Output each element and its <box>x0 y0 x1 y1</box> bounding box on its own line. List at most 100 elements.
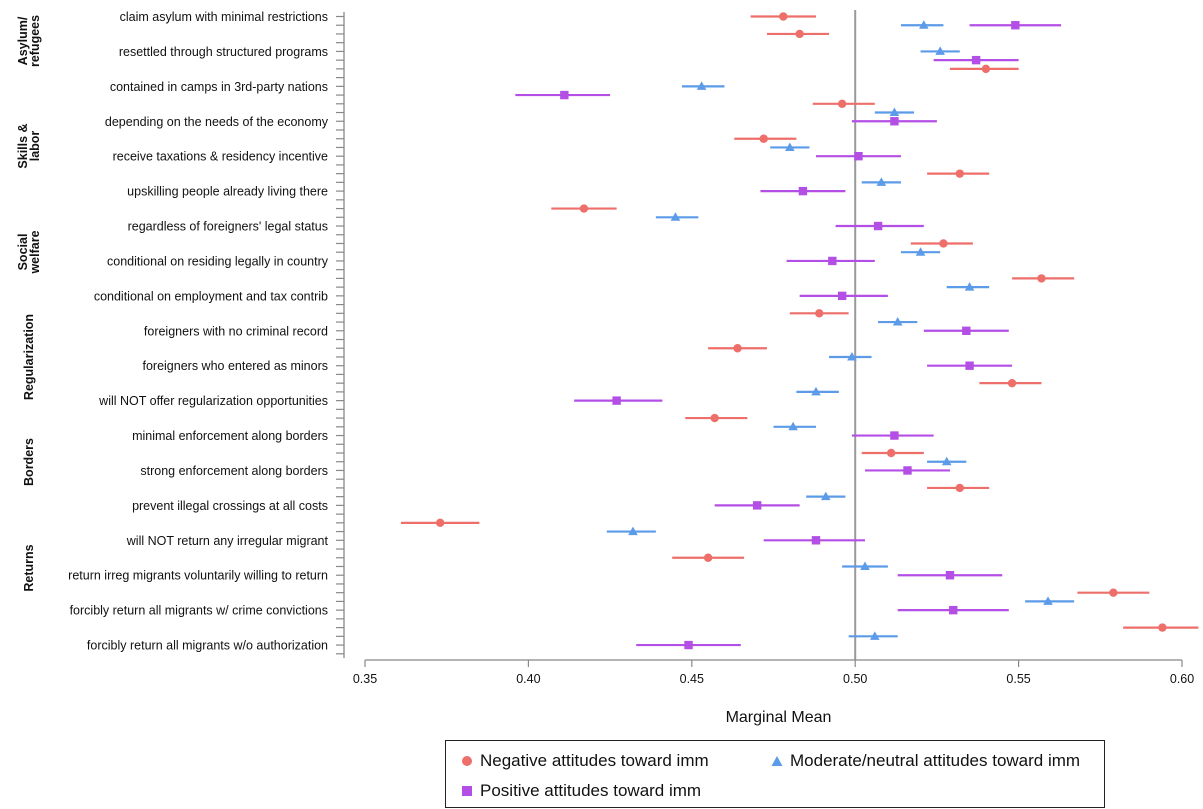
data-point-square <box>890 117 899 126</box>
data-point-circle <box>703 553 713 562</box>
data-point-circle <box>1109 588 1118 597</box>
group-label: Skills &labor <box>16 123 42 168</box>
x-tick-label: 0.45 <box>680 672 704 686</box>
data-point-circle <box>815 309 824 318</box>
data-point-square <box>811 536 821 545</box>
row-label: prevent illegal crossings at all costs <box>132 499 328 513</box>
row-label: regardless of foreigners' legal status <box>128 220 328 234</box>
legend-item-positive: Positive attitudes toward imm <box>454 781 701 801</box>
legend-item-negative: Negative attitudes toward imm <box>454 751 709 771</box>
data-point-circle <box>579 204 589 213</box>
data-point-square <box>945 571 955 580</box>
data-point-square <box>890 431 899 440</box>
data-point-triangle <box>628 526 638 536</box>
group-label: Returns <box>22 544 36 591</box>
data-point-circle <box>759 134 768 143</box>
data-point-circle <box>779 12 788 21</box>
data-point-triangle <box>892 317 903 326</box>
data-point-triangle <box>670 212 681 221</box>
data-point-circle <box>733 344 742 353</box>
row-label: will NOT return any irregular migrant <box>126 534 329 548</box>
row-label: contained in camps in 3rd-party nations <box>110 80 328 94</box>
row-label: conditional on employment and tax contri… <box>94 289 328 303</box>
data-point-square <box>962 326 971 335</box>
data-point-circle <box>1037 274 1046 283</box>
legend: Negative attitudes toward imm Moderate/n… <box>445 740 1105 808</box>
group-label: Regularization <box>22 314 36 400</box>
data-point-square <box>965 361 974 370</box>
data-point-triangle <box>935 46 945 55</box>
row-label: depending on the needs of the economy <box>105 115 329 129</box>
data-point-circle <box>1158 623 1167 632</box>
legend-item-moderate: Moderate/neutral attitudes toward imm <box>764 751 1080 771</box>
row-label: forcibly return all migrants w/o authori… <box>87 639 328 653</box>
legend-label-negative: Negative attitudes toward imm <box>480 751 709 770</box>
x-tick-label: 0.35 <box>353 672 377 686</box>
data-point-circle <box>1007 378 1017 388</box>
data-point-square <box>612 396 621 405</box>
data-point-triangle <box>870 631 880 640</box>
data-point-triangle <box>820 491 831 501</box>
x-tick-label: 0.40 <box>516 672 540 686</box>
row-label: receive taxations & residency incentive <box>113 150 328 164</box>
data-point-triangle <box>876 177 887 186</box>
row-label: claim asylum with minimal restrictions <box>120 10 328 24</box>
data-point-square <box>854 151 863 161</box>
data-point-square <box>828 256 837 266</box>
circle-marker-icon <box>454 755 480 767</box>
data-point-triangle <box>1043 596 1053 605</box>
data-point-square <box>560 90 569 100</box>
forest-plot: claim asylum with minimal restrictions re… <box>16 10 1199 726</box>
data-point-triangle <box>860 561 870 570</box>
data-point-square <box>903 466 912 475</box>
data-point-triangle <box>811 386 821 396</box>
x-tick-label: 0.55 <box>1006 672 1030 686</box>
data-point-triangle <box>915 247 926 256</box>
data-point-square <box>684 640 693 650</box>
data-point-square <box>873 221 883 231</box>
legend-label-moderate: Moderate/neutral attitudes toward imm <box>790 751 1081 770</box>
row-label: strong enforcement along borders <box>140 464 328 478</box>
data-point-square <box>837 291 847 301</box>
data-point-circle <box>795 29 804 39</box>
legend-label-positive: Positive attitudes toward imm <box>480 781 702 800</box>
data-point-circle <box>939 239 948 248</box>
data-point-circle <box>981 64 991 74</box>
data-point-triangle <box>785 142 795 151</box>
group-label: Borders <box>22 438 36 486</box>
data-point-circle <box>837 99 847 109</box>
data-point-triangle <box>847 351 857 361</box>
group-label: Asylum/refugees <box>16 15 42 67</box>
x-axis-title: Marginal Mean <box>726 709 832 726</box>
data-point-triangle <box>788 421 798 431</box>
data-point-circle <box>710 413 719 423</box>
data-point-triangle <box>964 282 975 291</box>
row-label: upskilling people already living there <box>127 185 328 199</box>
data-point-circle <box>955 169 964 178</box>
data-point-square <box>798 186 808 196</box>
row-label: foreigners with no criminal record <box>144 324 328 338</box>
data-point-circle <box>886 448 896 458</box>
row-label: foreigners who entered as minors <box>142 359 328 373</box>
data-point-triangle <box>919 20 929 29</box>
data-point-triangle <box>941 456 952 466</box>
row-label: will NOT offer regularization opportunit… <box>98 394 328 408</box>
data-point-triangle <box>889 107 900 117</box>
data-point-circle <box>955 483 964 493</box>
data-point-square <box>752 501 762 510</box>
x-tick-label: 0.60 <box>1170 672 1194 686</box>
row-label: conditional on residing legally in count… <box>107 254 329 268</box>
group-label: Socialwelfare <box>16 230 42 274</box>
data-point-square <box>949 605 958 615</box>
data-point-square <box>1011 21 1020 30</box>
square-marker-icon <box>454 785 480 797</box>
row-label: resettled through structured programs <box>119 45 328 59</box>
triangle-marker-icon <box>764 755 790 767</box>
x-tick-label: 0.50 <box>843 672 867 686</box>
row-label: minimal enforcement along borders <box>132 429 328 443</box>
data-point-circle <box>435 518 445 528</box>
data-point-triangle <box>696 81 707 90</box>
row-label: forcibly return all migrants w/ crime co… <box>70 604 328 618</box>
data-point-square <box>971 55 981 65</box>
